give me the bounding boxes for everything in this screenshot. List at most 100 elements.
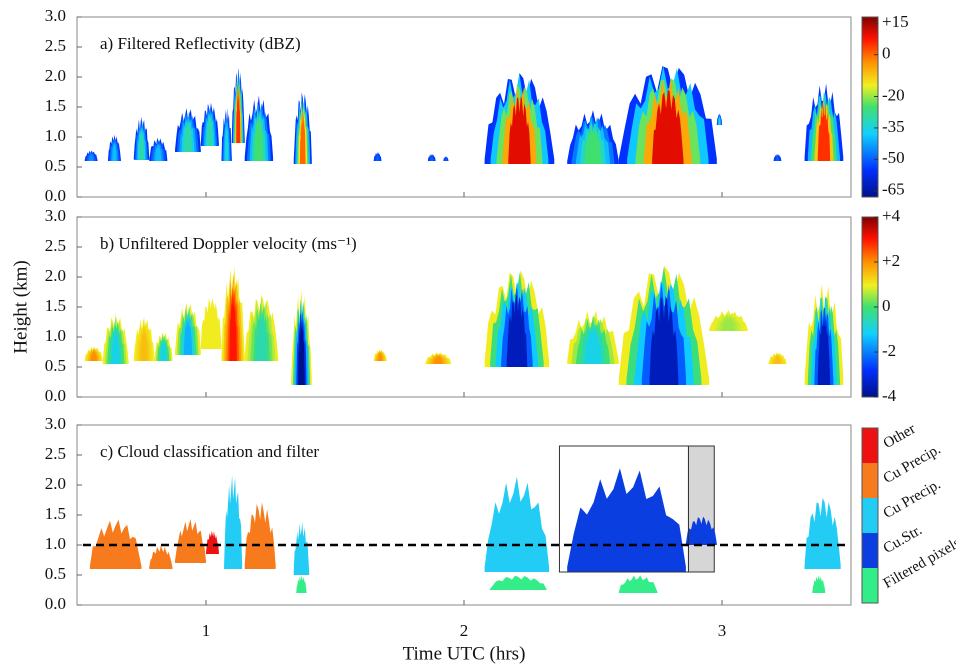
legend-frame — [861, 427, 879, 604]
panel-title: a) Filtered Reflectivity (dBZ) — [100, 34, 301, 53]
y-tick-label: 0.0 — [45, 186, 66, 205]
x-tick-label: 2 — [460, 621, 469, 640]
colorbar-tick-label: +15 — [882, 12, 909, 31]
y-tick-label: 0.5 — [45, 156, 66, 175]
echo-core — [298, 312, 305, 385]
y-tick-label: 0.5 — [45, 564, 66, 583]
echo-core — [508, 96, 531, 164]
class-cell — [206, 530, 219, 554]
class-cell — [244, 502, 276, 569]
echo-core — [206, 113, 213, 146]
colorbar-tick-label: 0 — [882, 296, 891, 315]
echo-core — [817, 307, 831, 385]
y-axis-label: Height (km) — [10, 260, 31, 353]
echo-core — [183, 314, 193, 355]
class-cell — [804, 498, 841, 569]
y-tick-label: 1.0 — [45, 326, 66, 345]
legend-swatch — [862, 428, 878, 463]
class-cell — [175, 518, 206, 563]
echo-core — [112, 141, 117, 161]
class-cell — [224, 475, 243, 569]
highlight-box — [687, 445, 715, 573]
colorbar — [861, 16, 879, 198]
echo-core — [718, 115, 721, 125]
colorbar-tick-label: -4 — [882, 386, 897, 405]
colorbar-tick-label: -20 — [882, 85, 905, 104]
echo-core — [254, 111, 264, 161]
legend-label: Cu.Str. — [881, 522, 925, 557]
echo-core — [378, 352, 383, 361]
y-tick-label: 1.5 — [45, 504, 66, 523]
colorbar-tick-label: -35 — [882, 117, 905, 136]
y-tick-label: 2.0 — [45, 474, 66, 493]
class-cell — [484, 476, 550, 572]
panel-title: c) Cloud classification and filter — [100, 442, 319, 461]
echo-core — [140, 327, 148, 361]
colorbar-tick-label: +2 — [882, 251, 900, 270]
class-cell — [812, 575, 826, 593]
echo-core — [155, 143, 162, 161]
y-tick-label: 0.5 — [45, 356, 66, 375]
colorbar-tick-label: -2 — [882, 341, 896, 360]
legend-label: Other — [881, 421, 919, 452]
class-cell — [149, 545, 173, 569]
echo-core — [584, 123, 602, 164]
echo-core — [445, 157, 447, 161]
class-cell — [296, 575, 307, 593]
y-tick-label: 3.0 — [45, 6, 66, 25]
echo-core — [506, 294, 528, 367]
y-tick-label: 2.5 — [45, 444, 66, 463]
echo-core — [817, 102, 831, 161]
y-tick-label: 0.0 — [45, 386, 66, 405]
y-tick-label: 2.0 — [45, 66, 66, 85]
y-tick-label: 2.0 — [45, 266, 66, 285]
x-tick-label: 3 — [718, 621, 727, 640]
echo-core — [229, 288, 237, 361]
colorbar-tick-label: -50 — [882, 148, 905, 167]
y-tick-label: 1.0 — [45, 126, 66, 145]
class-cell — [685, 516, 717, 545]
echo-core — [652, 90, 684, 164]
echo-core — [434, 354, 443, 364]
y-tick-label: 1.0 — [45, 534, 66, 553]
echo-core — [376, 154, 379, 161]
legend-swatch — [862, 533, 878, 568]
legend-swatch — [862, 498, 878, 533]
echo-core — [139, 127, 144, 160]
colorbar-tick-label: +4 — [882, 206, 901, 225]
legend-swatch — [862, 463, 878, 498]
x-tick-label: 1 — [202, 621, 211, 640]
y-tick-label: 1.5 — [45, 96, 66, 115]
echo-core — [299, 110, 306, 164]
echo-core — [776, 155, 779, 161]
legend-swatch — [862, 568, 878, 603]
class-cell — [618, 575, 658, 593]
class-cell — [293, 522, 310, 575]
echo-core — [774, 355, 781, 364]
echo-core — [584, 323, 602, 364]
echo-core — [160, 339, 167, 361]
highlight-box — [558, 445, 689, 573]
echo-core — [256, 311, 267, 361]
echo-core — [183, 118, 193, 152]
echo-core — [90, 349, 97, 361]
y-tick-label: 0.0 — [45, 594, 66, 613]
y-tick-label: 3.0 — [45, 414, 66, 433]
echo-core — [430, 155, 433, 161]
echo-core — [236, 86, 241, 143]
echo-core — [89, 153, 94, 161]
colorbar-tick-label: 0 — [882, 44, 891, 63]
panel-title: b) Unfiltered Doppler velocity (ms⁻¹) — [100, 234, 357, 253]
echo-core — [207, 309, 215, 349]
class-cell — [489, 575, 547, 590]
y-tick-label: 2.5 — [45, 236, 66, 255]
y-tick-label: 2.5 — [45, 36, 66, 55]
y-tick-label: 1.5 — [45, 296, 66, 315]
colorbar-tick-label: -65 — [882, 180, 905, 199]
y-tick-label: 3.0 — [45, 206, 66, 225]
echo-core — [111, 326, 120, 364]
class-cell — [567, 468, 686, 572]
echo-core — [649, 296, 679, 385]
x-axis-label: Time UTC (hrs) — [403, 643, 526, 664]
